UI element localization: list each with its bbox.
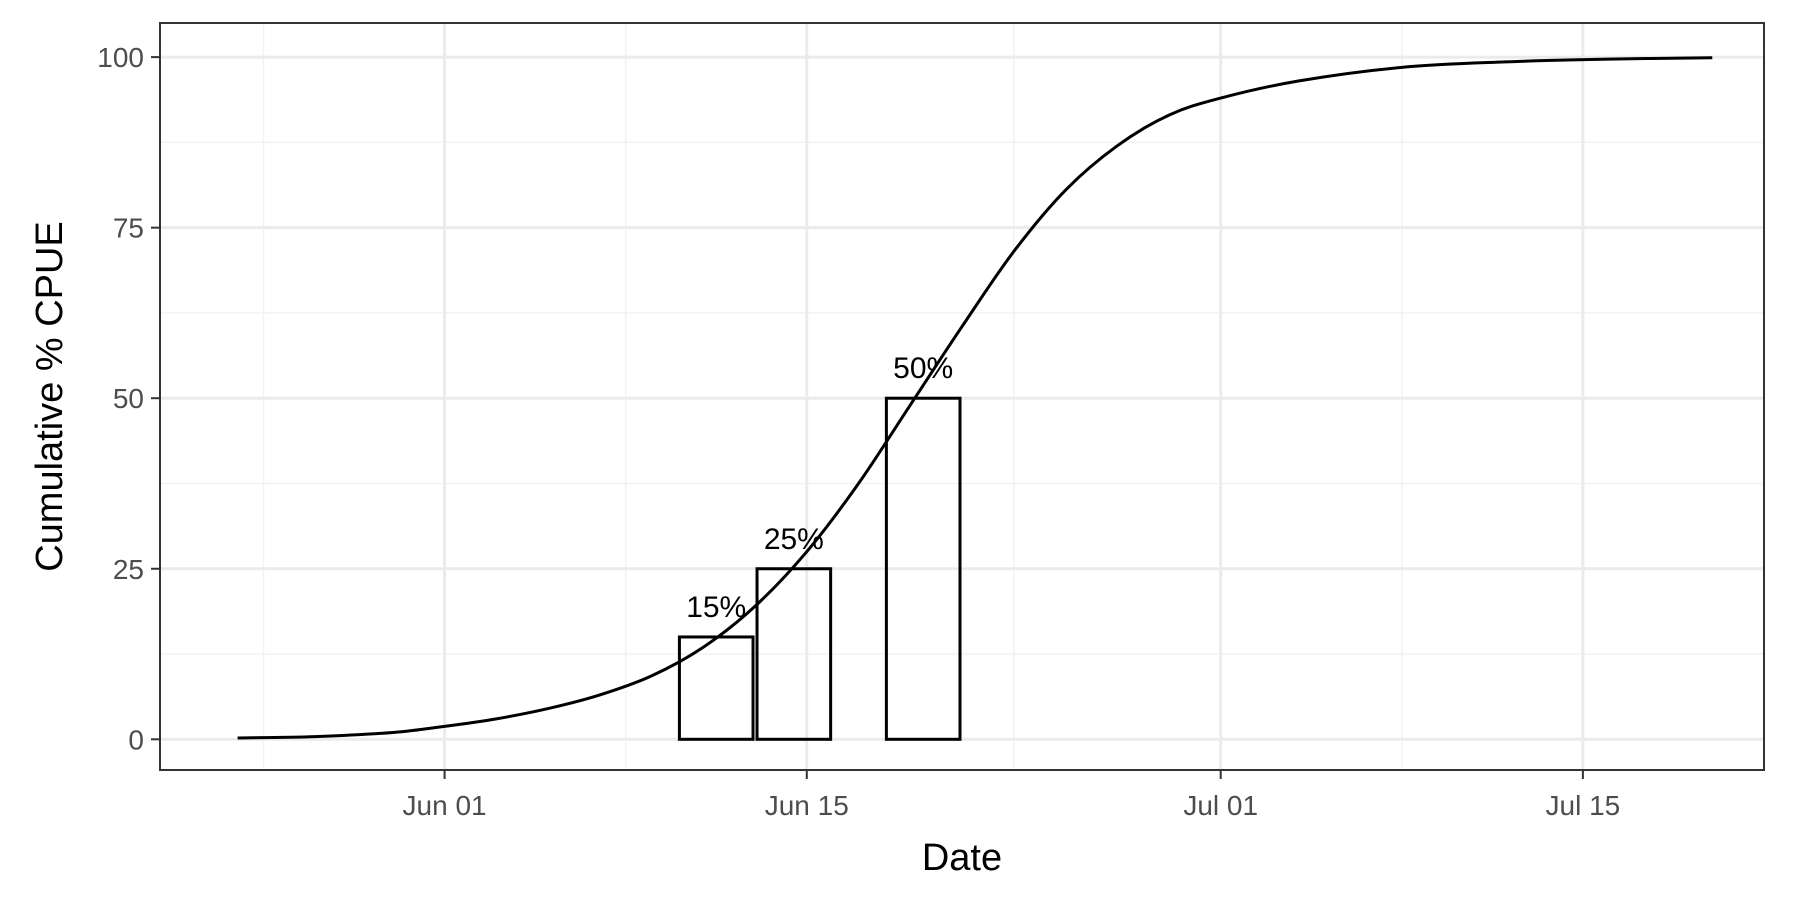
cumulative-cpue-line-0: [237, 56, 1713, 740]
x-tick-label-0: Jun 01: [403, 790, 487, 821]
bar-label-2: 50%: [893, 352, 953, 385]
y-axis-ticks: 0 25 50 75 100: [97, 42, 160, 755]
minor-gridlines: [160, 23, 1765, 770]
bar-label-1: 25%: [764, 523, 824, 556]
x-tick-label-2: Jul 01: [1183, 790, 1258, 821]
x-axis-title: Date: [922, 837, 1002, 879]
y-tick-label-4: 100: [97, 42, 144, 73]
y-tick-label-3: 75: [113, 213, 144, 244]
curve-group: [237, 56, 1713, 740]
y-tick-label-0: 0: [128, 724, 144, 755]
bar-0: [677, 635, 755, 741]
panel-border: [159, 22, 1765, 771]
major-gridlines: [160, 23, 1764, 770]
bar-labels-group: 15% 25% 50%: [686, 352, 953, 624]
x-axis-ticks: Jun 01 Jun 15 Jul 01 Jul 15: [403, 770, 1621, 821]
y-tick-label-2: 50: [113, 383, 144, 414]
bar-label-0: 15%: [686, 591, 746, 624]
bar-2: [884, 396, 962, 741]
y-tick-label-1: 25: [113, 554, 144, 585]
x-tick-label-1: Jun 15: [765, 790, 849, 821]
y-axis-title: Cumulative % CPUE: [29, 221, 71, 572]
x-tick-label-3: Jul 15: [1546, 790, 1621, 821]
